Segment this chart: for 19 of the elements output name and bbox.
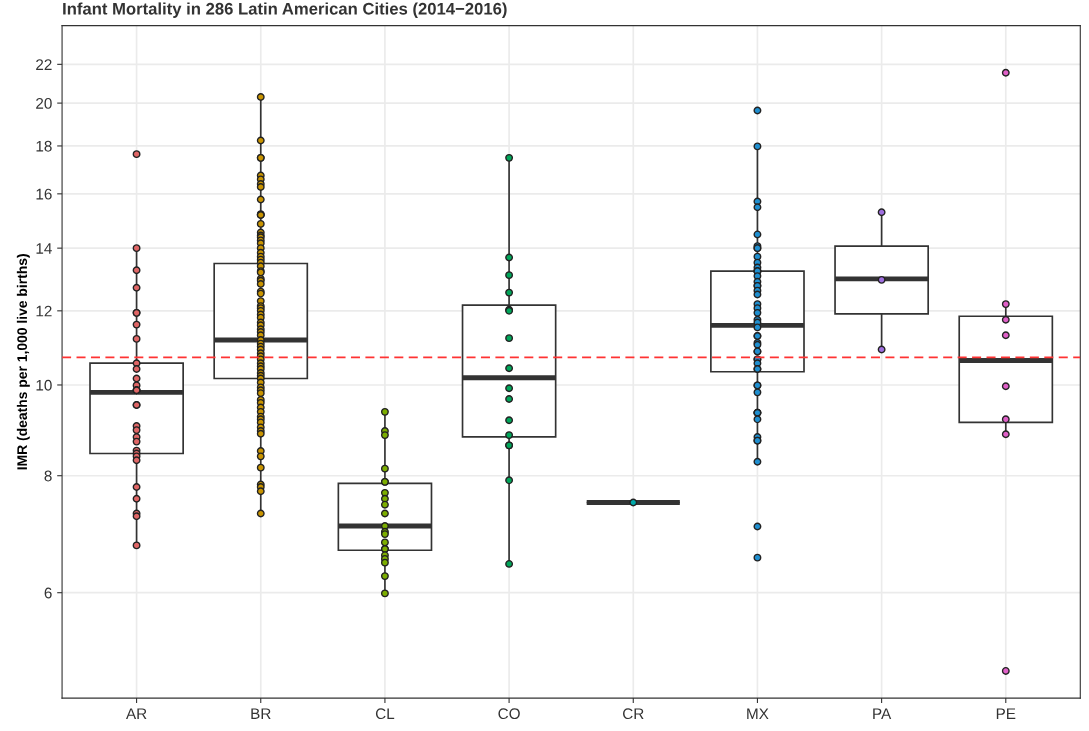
y-tick-label: 8	[44, 470, 52, 482]
y-tick-label: 10	[36, 379, 52, 391]
y-tick-label: 14	[36, 243, 52, 254]
y-tick-label: 20	[36, 97, 52, 109]
x-tick-label: CL	[375, 708, 395, 720]
x-tick-label: AR	[126, 708, 147, 719]
y-tick-label: 6	[44, 587, 52, 599]
x-tick-label: CO	[498, 708, 520, 720]
x-tick-label: BR	[251, 708, 271, 719]
y-tick-label: 12	[36, 305, 52, 317]
x-tick-label: PA	[873, 708, 892, 719]
y-tick-label: 18	[36, 140, 52, 152]
x-tick-label: CR	[623, 708, 644, 720]
y-axis-title: IMR (deaths per 1,000 live births)	[16, 254, 30, 470]
chart-title: Infant Mortality in 286 Latin American Cities (2014−2016)	[63, 2, 507, 18]
y-tick-label: 16	[36, 188, 52, 200]
x-tick-label: MX	[747, 708, 769, 719]
x-tick-label: PE	[996, 708, 1016, 719]
y-tick-label: 22	[36, 59, 52, 70]
